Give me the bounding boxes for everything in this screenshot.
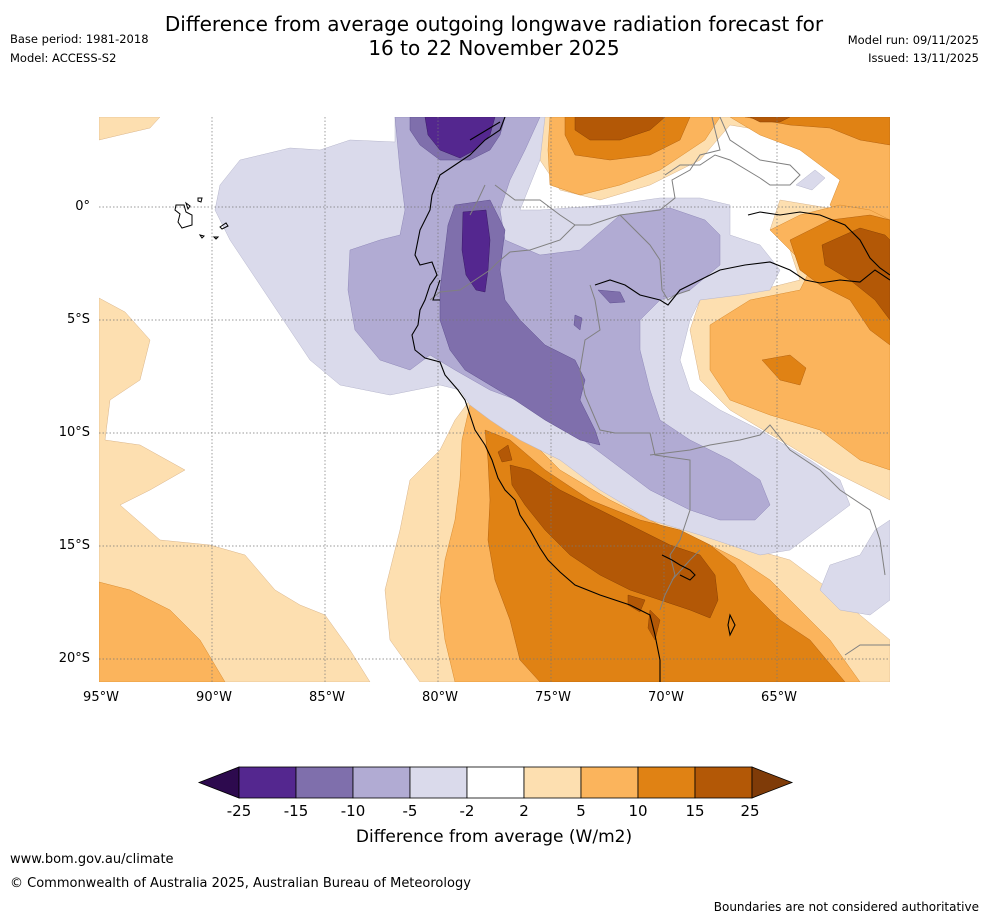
title-line-2: 16 to 22 November 2025 [368,36,620,60]
colorbar-tick: 15 [685,802,705,820]
anomaly-15-to-25 [497,117,890,641]
colorbar-tick: -25 [226,802,252,820]
lat-label-0: 0° [75,199,90,214]
colorbar-segment [694,766,753,799]
colorbar-segment [466,766,525,799]
colorbar-tick: -15 [283,802,309,820]
graticule [99,117,890,682]
colorbar-segment [409,766,468,799]
chart-title: Difference from average outgoing longwav… [0,12,988,60]
colorbar-tick: 5 [576,802,586,820]
colorbar-tick: -5 [402,802,418,820]
country-boundaries [429,117,890,656]
colorbar-tick: -2 [459,802,475,820]
base-period: Base period: 1981-2018 [10,32,149,46]
colorbar [197,766,794,799]
lon-label-95w: 95°W [83,690,119,705]
coastlines [411,117,890,682]
lon-label-85w: 85°W [309,690,345,705]
anomaly-neg15-to-neg25 [424,117,496,293]
lon-label-90w: 90°W [196,690,232,705]
lat-label-10s: 10°S [58,425,90,440]
colorbar-tick: 10 [628,802,648,820]
lon-label-80w: 80°W [422,690,458,705]
lat-label-5s: 5°S [66,312,90,327]
map-area [99,117,890,682]
boundary-disclaimer: Boundaries are not considered authoritat… [713,900,979,914]
title-line-1: Difference from average outgoing longwav… [164,12,824,36]
lon-label-70w: 70°W [648,690,684,705]
colorbar-segment [523,766,582,799]
model-run: Model run: 09/11/2025 [847,33,979,47]
colorbar-label: Difference from average (W/m2) [355,827,633,847]
galapagos-islands [174,197,229,240]
colorbar-segment [295,766,354,799]
colorbar-segment [580,766,639,799]
lon-label-75w: 75°W [535,690,571,705]
copyright-notice: © Commonwealth of Australia 2025, Austra… [10,876,471,891]
model-name: Model: ACCESS-S2 [10,51,117,65]
colorbar-segment [352,766,411,799]
colorbar-extend-high [751,766,794,799]
lat-label-20s: 20°S [58,651,90,666]
lon-label-65w: 65°W [761,690,797,705]
lat-label-15s: 15°S [58,538,90,553]
colorbar-tick: 2 [519,802,529,820]
website-link[interactable]: www.bom.gov.au/climate [10,852,174,867]
colorbar-extend-low [197,766,240,799]
colorbar-segment [637,766,696,799]
colorbar-tick: -10 [340,802,366,820]
colorbar-segment [238,766,297,799]
issued-date: Issued: 13/11/2025 [868,51,979,65]
colorbar-tick: 25 [740,802,760,820]
